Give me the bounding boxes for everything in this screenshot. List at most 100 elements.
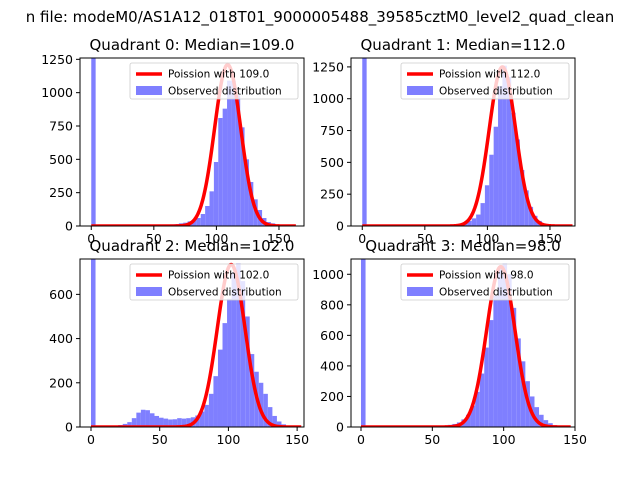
legend-observed-label: Observed distribution [439, 287, 553, 299]
observed-bar [154, 415, 160, 427]
subplot-1: 0 50 100 150 0 250 500 750 1000 1250 Quadrant 1: M… [312, 36, 576, 246]
observed-bar [498, 86, 503, 226]
y-tick-label: 800 [320, 297, 344, 312]
subplot-3: 0 50 100 150 0 200 400 600 800 1000 Quadrant 3: Me… [312, 237, 587, 447]
y-tick-label: 1000 [41, 85, 73, 100]
observed-bar [511, 307, 517, 427]
observed-bar [244, 159, 249, 226]
observed-bar [493, 126, 499, 226]
x-tick-label: 100 [475, 231, 499, 246]
legend-poisson-label: Poission with 98.0 [439, 270, 534, 282]
observed-bar [263, 393, 268, 427]
observed-bar [519, 170, 525, 226]
poisson-curve [89, 262, 303, 427]
subplot-title: Quadrant 0: Median=109.0 [90, 36, 295, 54]
legend-observed-swatch [407, 86, 433, 95]
observed-bar-zero [362, 58, 367, 226]
x-tick-label: 0 [358, 231, 366, 246]
legend: Poission with 112.0 Observed distribution [400, 62, 570, 100]
observed-bar [465, 414, 471, 427]
observed-bar [470, 405, 476, 427]
observed-bar [205, 206, 210, 226]
plot-area [359, 259, 572, 427]
observed-bar [475, 391, 480, 427]
observed-bar [208, 393, 214, 427]
y-tick-label: 0 [65, 420, 73, 435]
observed-bar [235, 95, 241, 226]
observed-bar [213, 162, 219, 226]
observed-bar [507, 274, 512, 427]
legend: Poission with 102.0 Observed distribution [129, 263, 299, 301]
observed-bar-zero [91, 58, 96, 226]
observed-bar [177, 418, 182, 427]
observed-bar [231, 272, 237, 427]
observed-bar [471, 218, 477, 226]
plot-area [90, 58, 297, 226]
observed-bar [506, 77, 512, 226]
legend-frame [400, 263, 570, 301]
observed-bar [493, 295, 498, 427]
observed-bar [484, 347, 489, 427]
observed-bar [236, 263, 241, 427]
observed-bar [543, 420, 549, 427]
observed-bar [222, 323, 228, 427]
observed-bar [127, 422, 132, 427]
plot-area [361, 58, 574, 226]
y-tick-label: 400 [320, 358, 344, 373]
axes-frame [79, 57, 305, 227]
observed-bar [245, 316, 250, 427]
observed-bar [163, 418, 169, 427]
observed-bar [502, 263, 508, 427]
subplot-0: 0 50 100 150 0 250 500 750 1000 1250 Quadrant 0: M… [41, 36, 305, 246]
observed-bar [181, 418, 187, 427]
observed-bar [172, 419, 178, 427]
legend-observed-label: Observed distribution [168, 287, 282, 299]
observed-bar [248, 182, 254, 226]
observed-bar [520, 361, 526, 427]
poisson-curve [359, 264, 572, 427]
observed-bar [222, 108, 228, 226]
subplot-title: Quadrant 3: Median=98.0 [365, 237, 560, 255]
x-tick-label: 0 [357, 432, 365, 447]
observed-bar [218, 118, 223, 226]
y-tick-label: 0 [336, 420, 344, 435]
legend-poisson-label: Poission with 109.0 [168, 69, 269, 81]
observed-bar [476, 214, 481, 226]
legend-observed-label: Observed distribution [439, 86, 553, 98]
observed-bar [488, 320, 494, 427]
observed-bar [149, 413, 155, 427]
x-tick-label: 50 [424, 432, 440, 447]
figure-suptitle: n file: modeM0/AS1A12_018T01_9000005488_… [26, 8, 615, 27]
x-tick-label: 0 [87, 432, 95, 447]
observed-bar [145, 410, 150, 427]
observed-bar [276, 421, 282, 427]
axes-frame [350, 258, 576, 428]
observed-bar [186, 418, 191, 427]
observed-bar [484, 185, 490, 226]
y-tick-label: 200 [49, 375, 73, 390]
observed-bar [479, 373, 485, 427]
observed-bar [168, 419, 173, 427]
observed-bar [534, 407, 540, 427]
x-tick-label: 150 [563, 432, 587, 447]
observed-bar-zero [90, 259, 96, 427]
y-tick-label: 500 [49, 152, 73, 167]
observed-bar [258, 382, 264, 427]
observed-bar [213, 376, 218, 427]
y-tick-label: 1250 [41, 52, 73, 67]
observed-bar [272, 415, 277, 427]
y-tick-label: 600 [320, 328, 344, 343]
observed-bar-zero [360, 259, 366, 427]
x-tick-label: 0 [87, 231, 95, 246]
observed-bar [199, 411, 205, 427]
observed-bar [131, 418, 137, 427]
observed-bar [267, 407, 273, 427]
subplot-title: Quadrant 2: Median=102.0 [90, 237, 295, 255]
legend-frame [129, 62, 299, 100]
legend: Poission with 109.0 Observed distribution [129, 62, 299, 100]
y-tick-label: 250 [49, 185, 73, 200]
observed-bar [480, 203, 485, 226]
y-tick-label: 0 [336, 219, 344, 234]
y-tick-label: 1000 [312, 267, 344, 282]
observed-bar [467, 220, 472, 226]
